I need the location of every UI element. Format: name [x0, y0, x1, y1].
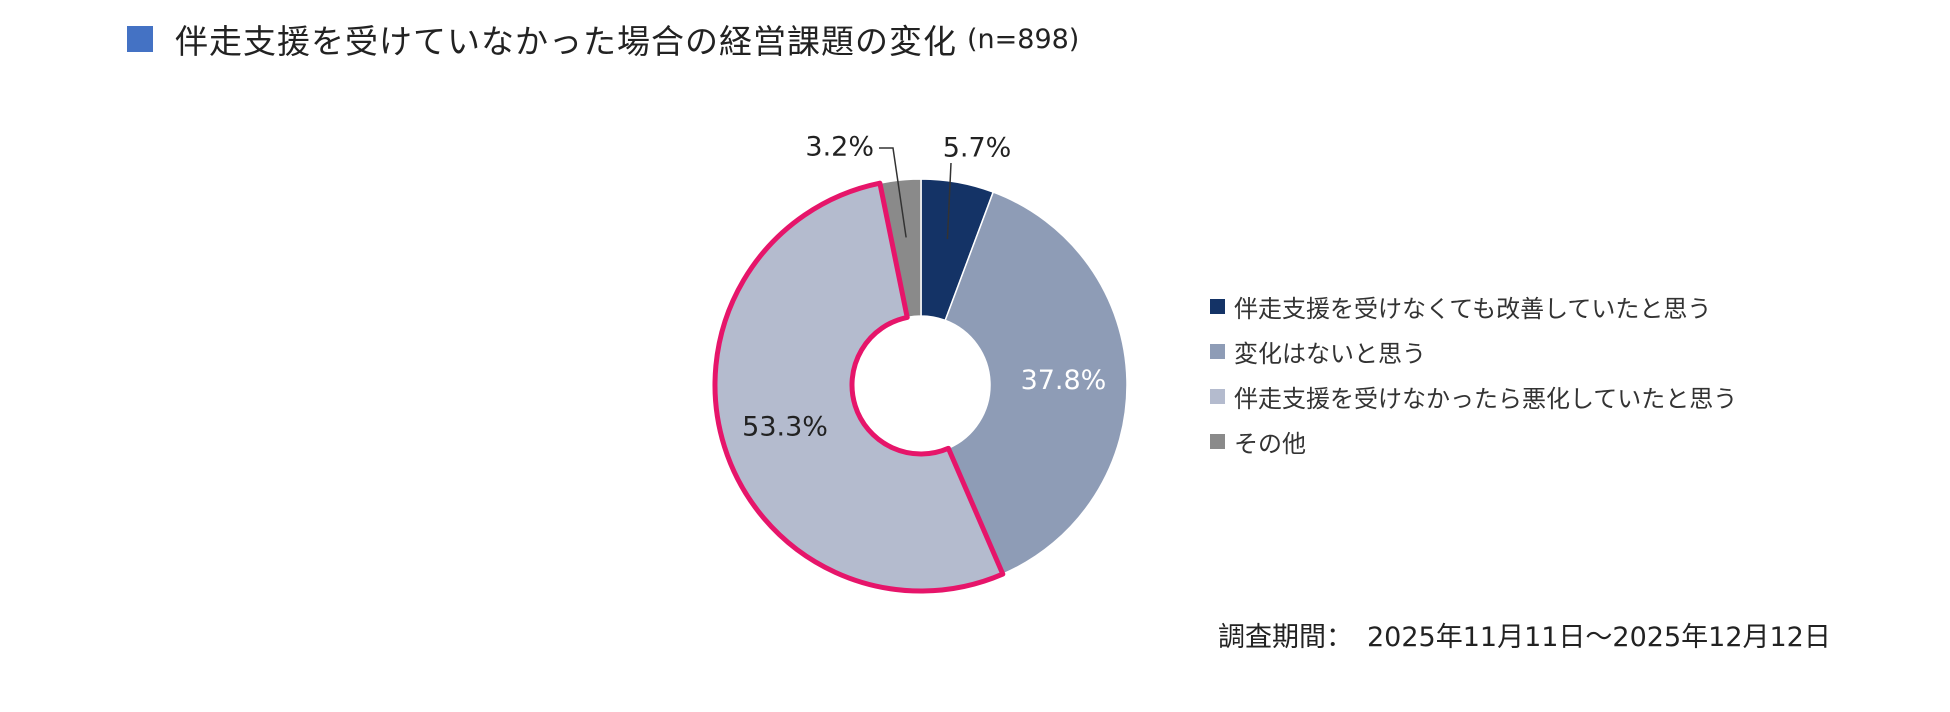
legend-swatch [1210, 344, 1225, 359]
legend-label: 伴走支援を受けなくても改善していたと思う [1234, 295, 1712, 323]
legend-swatch [1210, 299, 1225, 314]
slice-2-wedge [944, 191, 1128, 576]
slice-4-leader-line [879, 147, 907, 238]
legend-item-2: 変化はないと思う [1210, 329, 1737, 374]
highlight-outline [712, 180, 1006, 594]
legend-swatch [1210, 389, 1225, 404]
legend-item-4: その他 [1210, 419, 1737, 464]
legend-label: 変化はないと思う [1234, 340, 1426, 368]
legend-label: その他 [1234, 430, 1306, 458]
slice-1-label: 5.7% [943, 133, 1012, 164]
slice-4-label: 3.2% [805, 132, 874, 163]
legend-item-3: 伴走支援を受けなかったら悪化していたと思う [1210, 374, 1737, 419]
legend-label: 伴走支援を受けなかったら悪化していたと思う [1234, 385, 1738, 413]
donut-slices [714, 178, 1128, 592]
survey-period-value: 2025年11月11日～2025年12月12日 [1367, 622, 1831, 653]
chart-title: 伴走支援を受けていなかった場合の経営課題の変化 [175, 22, 957, 61]
slice-3-label: 53.3% [742, 411, 828, 442]
highlight-outline-layer [712, 180, 1006, 594]
chart-legend: 伴走支援を受けなくても改善していたと思う 変化はないと思う伴走支援を受けなかったら… [1210, 284, 1737, 464]
chart-title-bar: 伴走支援を受けていなかった場合の経営課題の変化 (n=898) [127, 14, 1079, 64]
legend-item-1: 伴走支援を受けなくても改善していたと思う [1210, 284, 1737, 329]
title-square-marker [127, 26, 153, 52]
survey-period: 調査期間： 2025年11月11日～2025年12月12日 [1218, 615, 1831, 654]
slice-2-label: 37.8% [1021, 365, 1107, 396]
slice-1-leader-line [946, 162, 952, 240]
survey-period-label: 調査期間： [1218, 622, 1353, 653]
sample-size-label: (n=898) [967, 23, 1080, 55]
legend-swatch [1210, 434, 1225, 449]
data-labels: 5.7% 37.8% 53.3% 3.2% [742, 132, 1106, 443]
